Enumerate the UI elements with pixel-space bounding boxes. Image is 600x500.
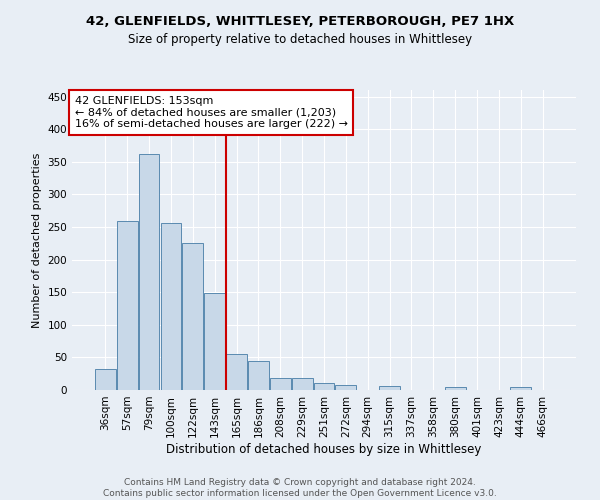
Bar — [182, 244, 203, 390]
Text: Contains HM Land Registry data © Crown copyright and database right 2024.
Contai: Contains HM Land Registry data © Crown c… — [103, 478, 497, 498]
Bar — [270, 378, 290, 390]
Bar — [204, 294, 225, 390]
Text: 42 GLENFIELDS: 153sqm
← 84% of detached houses are smaller (1,203)
16% of semi-d: 42 GLENFIELDS: 153sqm ← 84% of detached … — [74, 96, 347, 129]
Text: Size of property relative to detached houses in Whittlesey: Size of property relative to detached ho… — [128, 32, 472, 46]
Bar — [292, 378, 313, 390]
Bar — [139, 154, 160, 390]
X-axis label: Distribution of detached houses by size in Whittlesey: Distribution of detached houses by size … — [166, 442, 482, 456]
Bar — [161, 223, 181, 390]
Bar — [511, 388, 531, 390]
Y-axis label: Number of detached properties: Number of detached properties — [32, 152, 42, 328]
Bar — [335, 385, 356, 390]
Bar — [248, 360, 269, 390]
Bar — [314, 384, 334, 390]
Text: 42, GLENFIELDS, WHITTLESEY, PETERBOROUGH, PE7 1HX: 42, GLENFIELDS, WHITTLESEY, PETERBOROUGH… — [86, 15, 514, 28]
Bar — [445, 388, 466, 390]
Bar — [226, 354, 247, 390]
Bar — [117, 221, 137, 390]
Bar — [95, 369, 116, 390]
Bar — [379, 386, 400, 390]
